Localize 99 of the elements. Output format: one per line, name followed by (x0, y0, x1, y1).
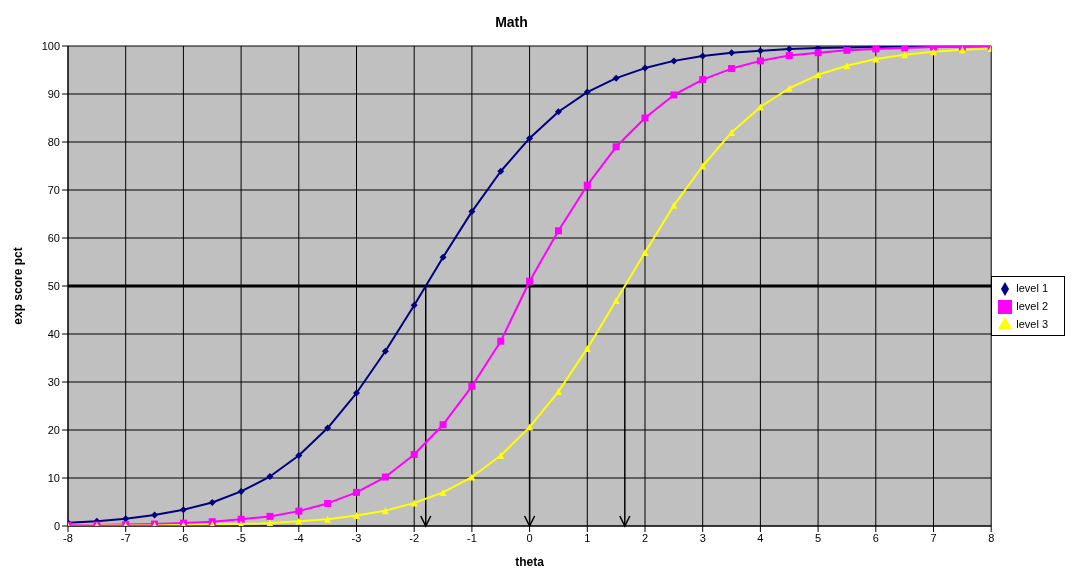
point (554, 227, 562, 235)
point (612, 74, 620, 82)
point (468, 473, 476, 481)
x-tick-label: 1 (584, 531, 591, 544)
point (497, 167, 505, 175)
point (756, 57, 764, 65)
point (526, 423, 534, 431)
point (901, 51, 909, 59)
point (612, 143, 620, 151)
point (583, 181, 591, 189)
point (699, 76, 707, 84)
point (814, 49, 822, 57)
point (728, 49, 736, 57)
point (439, 421, 447, 429)
x-tick-label: -7 (120, 531, 131, 544)
point (381, 347, 389, 355)
point (728, 128, 736, 136)
point (237, 515, 245, 523)
point (439, 488, 447, 496)
x-axis-title: theta (515, 555, 545, 569)
x-tick-label: 7 (930, 531, 937, 544)
point (670, 57, 678, 65)
point (843, 62, 851, 70)
point (468, 382, 476, 390)
point (699, 162, 707, 170)
point (728, 65, 736, 73)
y-tick-label: 80 (47, 135, 60, 148)
y-tick-label: 50 (47, 279, 60, 292)
x-tick-label: -2 (409, 531, 420, 544)
point (151, 511, 159, 519)
point (324, 499, 332, 507)
x-tick-label: 0 (526, 531, 533, 544)
point (554, 108, 562, 116)
y-axis-title: exp score pct (11, 247, 26, 325)
point (785, 84, 793, 92)
point (756, 47, 764, 55)
point (381, 473, 389, 481)
point (930, 48, 937, 56)
point (814, 71, 822, 79)
x-tick-label: -6 (178, 531, 189, 544)
point (381, 507, 389, 515)
y-tick-label: 70 (47, 183, 60, 196)
point (497, 451, 505, 459)
point (526, 134, 534, 142)
point (353, 488, 360, 496)
x-tick-label: 4 (757, 531, 764, 544)
point (699, 52, 707, 60)
point (353, 389, 360, 397)
y-tick-label: 0 (53, 519, 60, 532)
point (526, 277, 534, 285)
x-tick-label: 2 (641, 531, 649, 544)
point (468, 208, 476, 216)
chart-title: Math (494, 13, 529, 32)
point (295, 451, 303, 459)
y-tick-label: 30 (47, 375, 60, 388)
y-tick-label: 20 (47, 423, 60, 436)
point (670, 91, 678, 99)
point (237, 487, 245, 495)
point (295, 517, 303, 525)
point (670, 201, 678, 209)
legend-label: level 2 (1016, 300, 1048, 312)
point (583, 344, 591, 352)
x-tick-label: 8 (988, 531, 995, 544)
point (266, 512, 274, 520)
point (612, 296, 620, 304)
x-tick-label: -5 (236, 531, 246, 544)
y-tick-label: 60 (47, 231, 60, 244)
x-tick-label: 5 (815, 531, 822, 544)
x-tick-label: 6 (872, 531, 879, 544)
legend-label: level 3 (1016, 318, 1048, 330)
y-tick-label: 10 (47, 471, 60, 484)
point (785, 46, 793, 53)
y-tick-label: 100 (41, 39, 60, 52)
point (439, 253, 447, 261)
y-tick-label: 90 (47, 87, 60, 100)
x-tick-label: -4 (293, 531, 304, 544)
point (554, 388, 562, 396)
point (583, 88, 591, 96)
point (266, 473, 274, 481)
point (266, 519, 274, 526)
x-tick-label: 3 (699, 531, 706, 544)
point (179, 506, 187, 514)
point (497, 337, 505, 345)
point (410, 450, 418, 458)
x-tick-label: -8 (63, 531, 73, 544)
y-tick-label: 40 (47, 327, 60, 340)
point (641, 64, 649, 72)
point (641, 114, 649, 122)
point (324, 515, 332, 523)
point (208, 498, 216, 506)
point (785, 52, 793, 60)
point (295, 507, 303, 515)
x-tick-label: -1 (467, 531, 477, 544)
x-tick-label: -3 (351, 531, 362, 544)
point (353, 511, 360, 519)
point (410, 301, 418, 309)
point (324, 424, 332, 432)
legend-label: level 1 (1016, 282, 1048, 294)
point (641, 248, 649, 256)
